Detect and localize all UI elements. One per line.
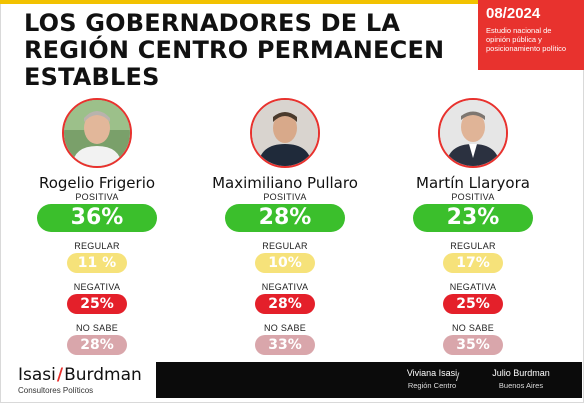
label-no-sabe: NO SABE [451,323,495,333]
brand-slash: / [56,365,64,385]
brand-right: Burdman [64,365,142,385]
signature-role: Región Centro [407,381,457,390]
person-photo-icon [252,100,318,166]
signature-role: Buenos Aires [498,381,544,390]
regular-value: 17% [443,253,503,273]
brand-logo: Isasi/Burdman Consultores Políticos [18,365,142,396]
signature-name: Julio Burdman [492,368,550,378]
governor-card-llaryora: Martín Llaryora POSITIVA 23% REGULAR 17%… [388,98,558,355]
brand-name: Isasi/Burdman [18,365,142,385]
governor-name: Martín Llaryora [416,174,530,192]
governor-card-pullaro: Maximiliano Pullaro POSITIVA 28% REGULAR… [200,98,370,355]
badge-date: 08/2024 [486,5,541,22]
date-badge: 08/2024 Estudio nacional de opinión públ… [478,0,584,70]
signature-isasi: Viviana Isasi Región Centro [392,368,472,391]
negativa-value: 25% [67,294,127,314]
regular-value: 11 % [67,253,127,273]
label-positiva: POSITIVA [75,192,119,202]
negativa-value: 25% [443,294,503,314]
label-positiva: POSITIVA [263,192,307,202]
signature-burdman: Julio Burdman Buenos Aires [476,368,566,391]
avatar [250,98,320,168]
person-photo-icon [64,100,130,166]
avatar [438,98,508,168]
governor-card-frigerio: Rogelio Frigerio POSITIVA 36% REGULAR 11… [12,98,182,355]
label-no-sabe: NO SABE [263,323,307,333]
label-negativa: NEGATIVA [261,282,309,292]
label-negativa: NEGATIVA [449,282,497,292]
avatar [62,98,132,168]
positiva-value: 28% [225,204,345,232]
positiva-value: 36% [37,204,157,232]
no-sabe-value: 35% [443,335,503,355]
label-positiva: POSITIVA [451,192,495,202]
no-sabe-value: 28% [67,335,127,355]
no-sabe-value: 33% [255,335,315,355]
regular-value: 10% [255,253,315,273]
governor-name: Rogelio Frigerio [38,174,156,192]
label-regular: REGULAR [74,241,120,251]
label-regular: REGULAR [450,241,496,251]
signature-separator: / [456,370,460,384]
signature-name: Viviana Isasi [406,368,458,378]
footer-bar: Viviana Isasi Región Centro / Julio Burd… [156,362,582,398]
top-accent-line [0,0,584,4]
label-negativa: NEGATIVA [73,282,121,292]
brand-subtitle: Consultores Políticos [18,386,94,395]
label-regular: REGULAR [262,241,308,251]
positiva-value: 23% [413,204,533,232]
person-photo-icon [440,100,506,166]
badge-subtitle: Estudio nacional de opinión pública y po… [486,26,567,53]
page-title: LOS GOBERNADORES DE LA REGIÓN CENTRO PER… [24,9,445,91]
brand-left: Isasi [18,365,56,385]
label-no-sabe: NO SABE [75,323,119,333]
negativa-value: 28% [255,294,315,314]
governor-name: Maximiliano Pullaro [212,174,358,192]
